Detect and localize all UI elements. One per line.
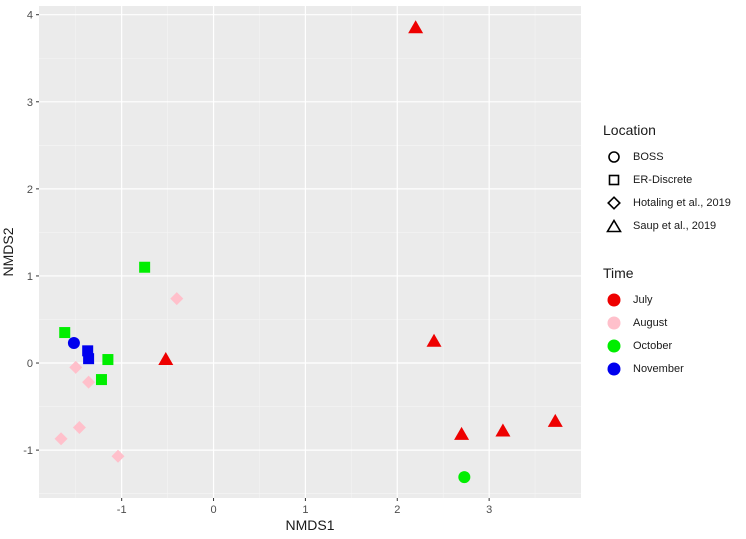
y-tick-label: -1 [23,445,33,457]
data-point [95,374,107,386]
data-point [408,20,424,34]
legend-time: Time July August October November [603,265,684,380]
legend-item-er-discrete: ER-Discrete [603,168,731,191]
x-axis-ticks: -1 0 1 2 3 [117,498,492,516]
data-point [111,449,125,463]
data-point [158,352,174,366]
data-point [426,333,442,347]
x-tick-label: 1 [302,504,308,516]
legend-label: Hotaling et al., 2019 [633,196,731,209]
color-swatch-icon [603,312,625,334]
legend-item-july: July [603,288,684,311]
data-points [54,20,563,484]
data-point [139,261,151,273]
legend-item-saup: Saup et al., 2019 [603,214,731,237]
data-point [102,354,114,366]
data-point [82,375,96,389]
x-tick-label: 0 [210,504,216,516]
minor-gridlines [39,6,581,498]
legend-label: BOSS [633,150,664,163]
data-point [67,336,80,349]
y-tick-label: 3 [27,97,33,109]
x-axis-title: NMDS1 [285,517,334,533]
legend-item-november: November [603,357,684,380]
square-icon [603,169,625,191]
legend-label: ER-Discrete [633,173,693,186]
data-point [458,471,471,484]
legend-time-title: Time [603,265,634,281]
y-tick-label: 1 [27,271,33,283]
legend-location: Location BOSS ER-Discrete Hotaling et al… [603,122,731,237]
legend-item-hotaling: Hotaling et al., 2019 [603,191,731,214]
data-point [495,423,511,437]
color-swatch-icon [603,358,625,380]
y-tick-label: 2 [27,184,33,196]
circle-icon [603,146,625,168]
legend-label: Saup et al., 2019 [633,219,717,232]
diamond-icon [603,192,625,214]
legend-item-august: August [603,311,684,334]
data-point [170,292,184,306]
legend-label: July [633,293,653,306]
plot-panel [39,6,581,498]
legend-item-october: October [603,334,684,357]
color-swatch-icon [603,335,625,357]
data-point [69,360,83,374]
y-axis-title: NMDS2 [0,227,16,276]
triangle-icon [603,215,625,237]
data-point [82,345,94,357]
color-swatch-icon [603,289,625,311]
legend-location-title: Location [603,122,656,138]
x-tick-label: -1 [117,504,127,516]
y-tick-label: 4 [27,10,33,22]
y-tick-label: 0 [27,358,33,370]
data-point [547,413,563,427]
data-point [59,327,71,339]
y-axis-ticks: -1 0 1 2 3 4 [23,10,39,457]
data-point [83,353,95,365]
legend-label: October [633,339,673,352]
data-point [54,432,68,446]
legend-item-boss: BOSS [603,145,731,168]
legend-label: August [633,316,668,329]
data-point [454,426,470,440]
major-gridlines [39,6,581,498]
data-point [72,420,86,434]
x-tick-label: 3 [486,504,492,516]
legend-label: November [633,362,684,375]
x-tick-label: 2 [394,504,400,516]
